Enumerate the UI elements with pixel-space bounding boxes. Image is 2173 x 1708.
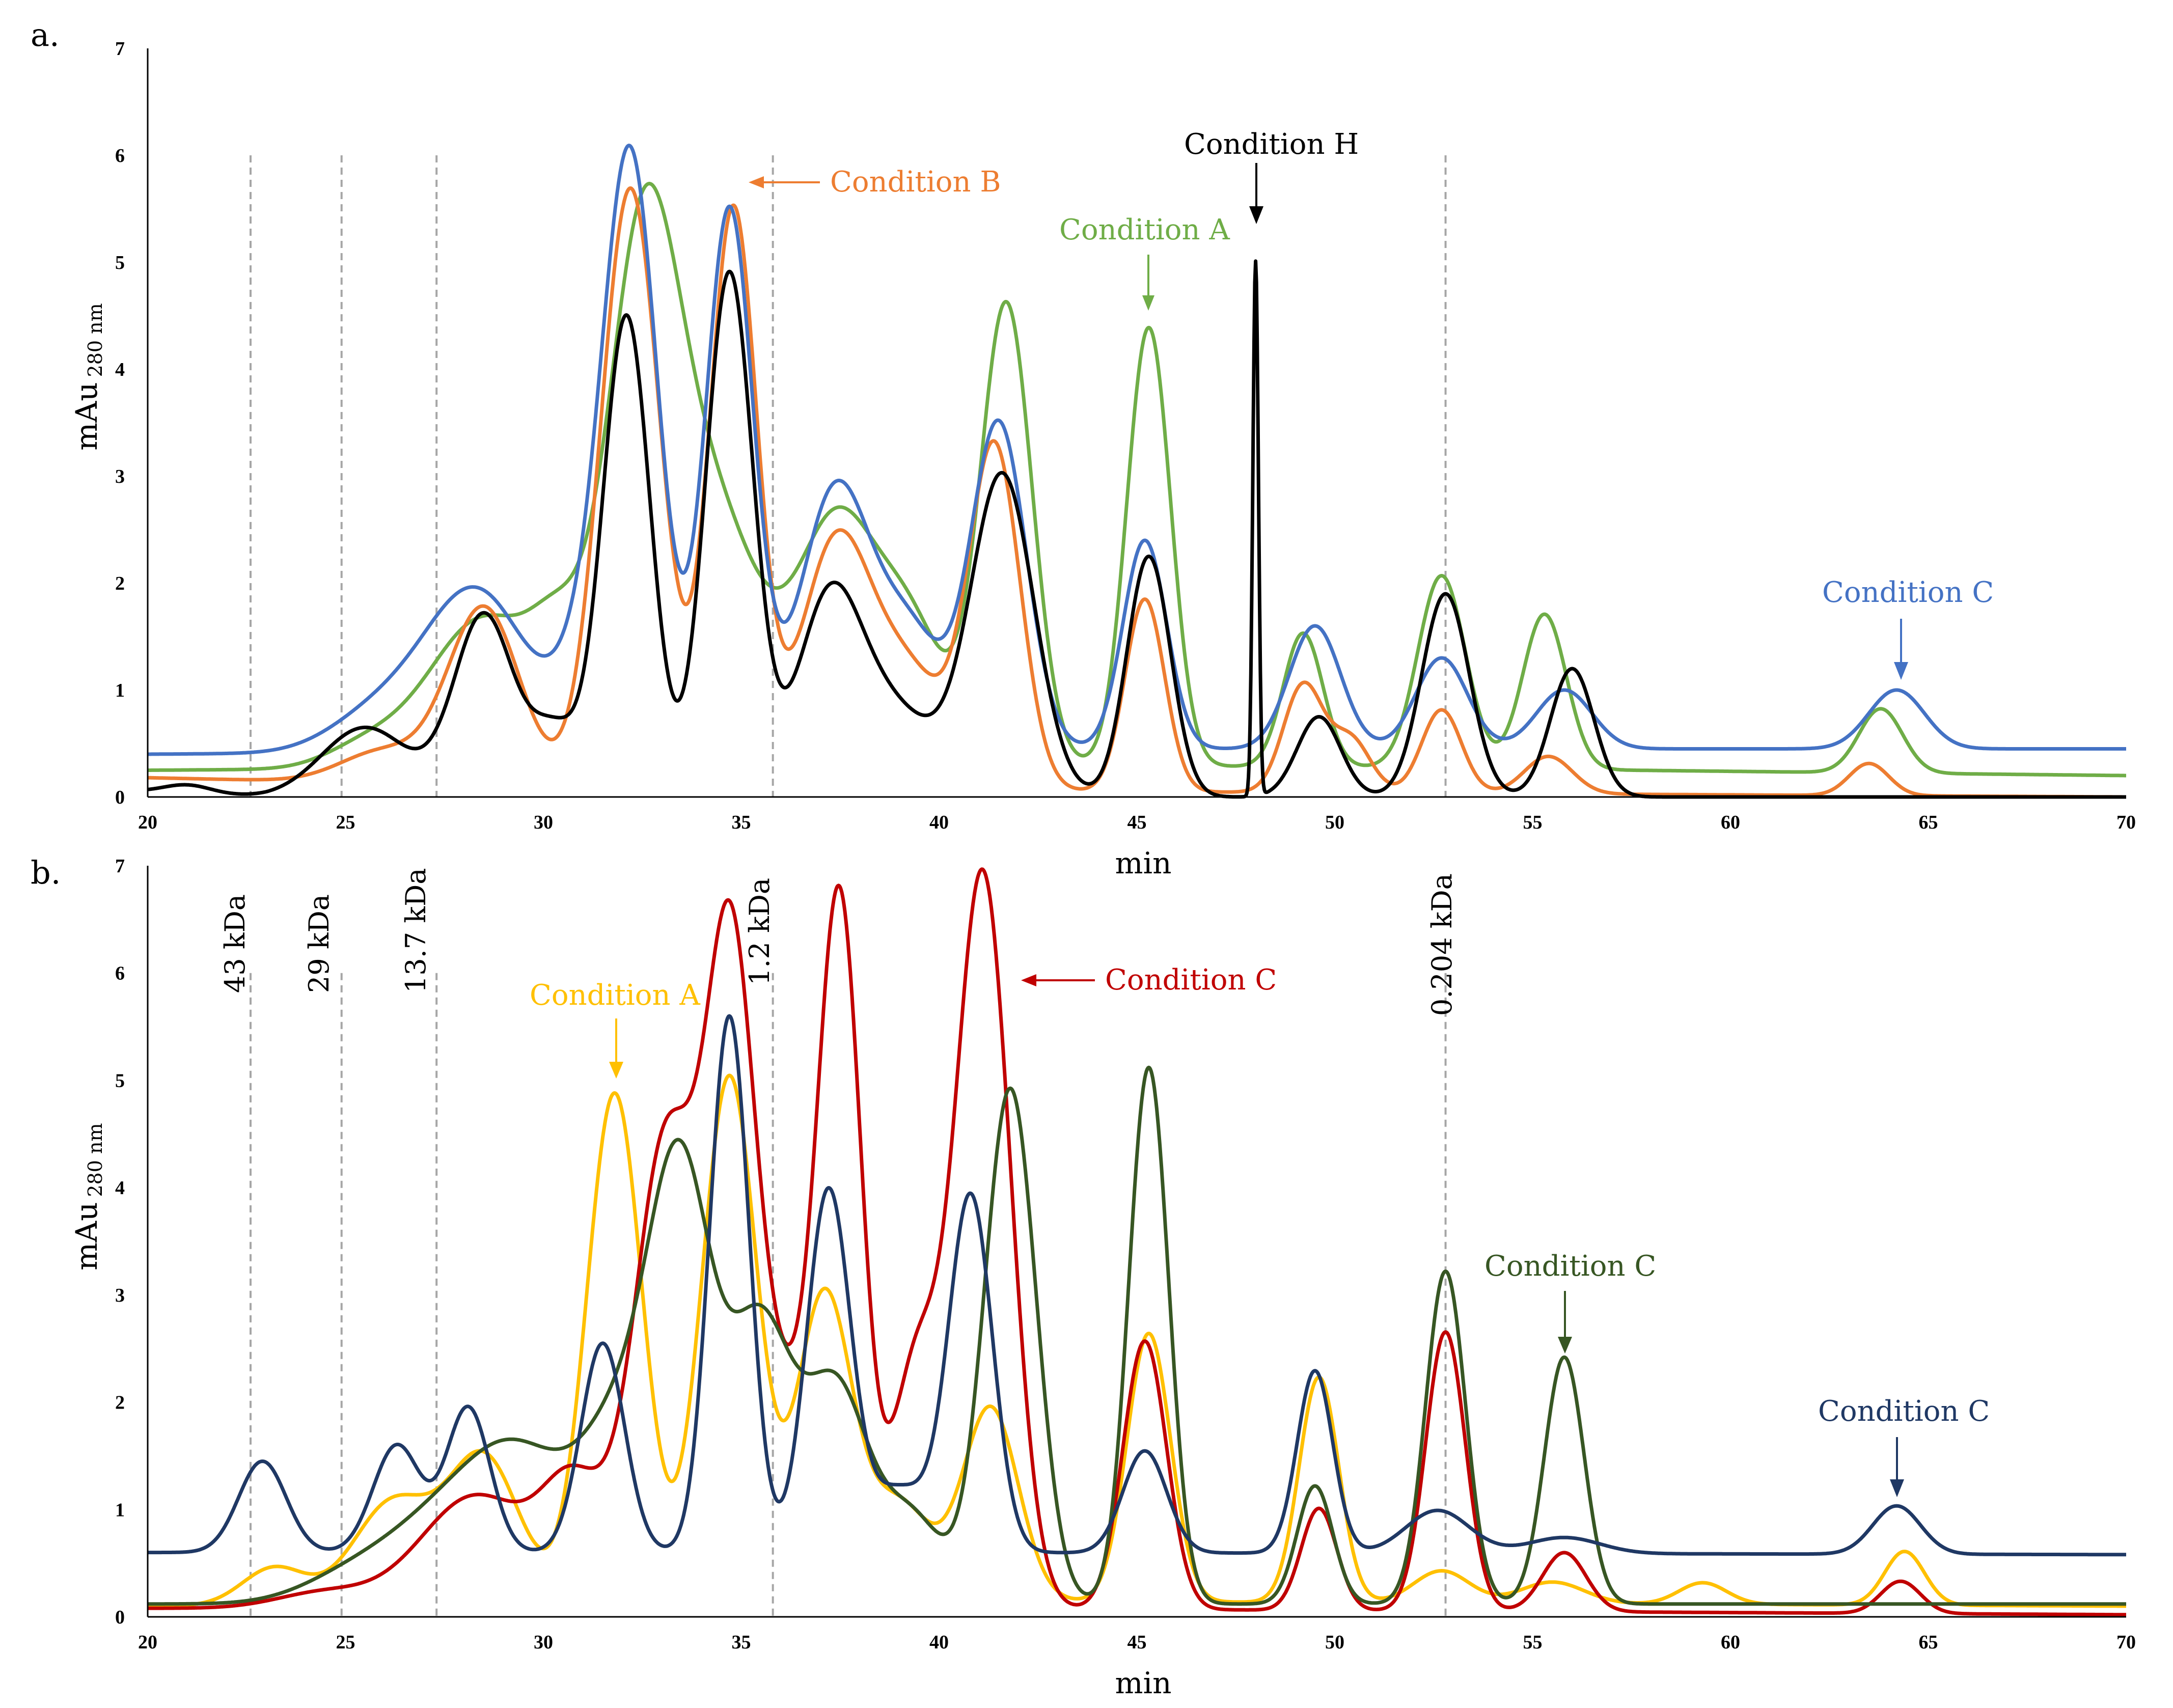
panel-a-x-ticks: 20 25 30 35 40 45 50 55 60 65 70 — [138, 812, 2136, 833]
y-tick-label: 1 — [115, 680, 125, 701]
y-tick-label: 1 — [115, 1499, 125, 1521]
y-tick-label: 6 — [115, 963, 125, 984]
x-tick-label: 25 — [336, 1632, 355, 1653]
annotation-a-condition-a-arrowhead — [1142, 295, 1154, 311]
x-tick-label: 30 — [534, 812, 553, 833]
x-tick-label: 65 — [1919, 812, 1938, 833]
annotation-b-condition-c-red-label: Condition C — [1105, 963, 1277, 997]
x-tick-label: 45 — [1127, 1632, 1147, 1653]
y-tick-label: 3 — [115, 466, 125, 487]
y-tick-label: 5 — [115, 1070, 125, 1091]
y-tick-label: 7 — [115, 856, 125, 877]
standard-label-0-204kda: 0.204 kDa — [1426, 873, 1458, 1016]
annotation-a-condition-a: Condition A — [1059, 213, 1230, 311]
annotation-a-condition-h: Condition H — [1184, 128, 1359, 224]
annotation-b-condition-a-arrowhead — [609, 1062, 623, 1079]
panel-b-y-axis-title: mAu280 nm — [69, 1123, 106, 1270]
panel-a-label: a. — [31, 16, 60, 53]
panel-a-y-axis-title: mAu280 nm — [69, 303, 106, 450]
annotation-b-condition-c-red-arrowhead — [1021, 974, 1036, 986]
y-tick-label: 4 — [115, 1177, 125, 1199]
x-tick-label: 35 — [732, 812, 751, 833]
annotation-b-condition-c-navy-arrowhead — [1890, 1479, 1904, 1497]
annotation-a-condition-h-arrowhead — [1249, 206, 1263, 224]
series-line-2 — [147, 186, 2127, 799]
x-tick-label: 25 — [336, 812, 355, 833]
series-line-2 — [147, 867, 2127, 1617]
series-line-3 — [147, 144, 2127, 756]
panel-b-y-ticks: 0 1 2 3 4 5 6 7 — [115, 856, 125, 1628]
x-tick-label: 20 — [138, 1632, 157, 1653]
standard-label-43kda: 43 kDa — [219, 894, 251, 993]
annotation-a-condition-b-label: Condition B — [830, 166, 1001, 199]
annotation-a-condition-c-arrowhead — [1894, 662, 1908, 680]
annotation-b-condition-c-navy: Condition C — [1818, 1395, 1990, 1497]
x-tick-label: 60 — [1721, 812, 1740, 833]
standard-label-13-7kda: 13.7 kDa — [400, 868, 432, 993]
y-tick-label: 0 — [115, 1607, 125, 1628]
panel-a-reference-lines — [250, 155, 1447, 797]
y-tick-label: 3 — [115, 1285, 125, 1306]
series-line-4 — [147, 259, 2127, 799]
series-line-3 — [147, 1065, 2127, 1606]
annotation-b-condition-a: Condition A — [530, 979, 700, 1079]
standard-label-29kda: 29 kDa — [303, 894, 335, 993]
y-tick-label: 2 — [115, 1392, 125, 1414]
annotation-a-condition-c: Condition C — [1822, 576, 1994, 680]
x-tick-label: 70 — [2116, 1632, 2136, 1653]
annotation-a-condition-h-label: Condition H — [1184, 128, 1359, 161]
panel-b-x-ticks: 20 25 30 35 40 45 50 55 60 65 70 — [138, 1632, 2136, 1653]
panel-a-x-axis-title: min — [1115, 846, 1172, 880]
annotation-b-condition-c-green-label: Condition C — [1484, 1250, 1656, 1283]
annotation-b-condition-c-navy-label: Condition C — [1818, 1395, 1990, 1428]
y-tick-label: 5 — [115, 252, 125, 273]
x-tick-label: 20 — [138, 812, 157, 833]
panel-b-label: b. — [31, 854, 61, 891]
standard-label-1-2kda: 1.2 kDa — [744, 878, 776, 985]
x-tick-label: 45 — [1127, 812, 1147, 833]
annotation-a-condition-c-label: Condition C — [1822, 576, 1994, 609]
x-tick-label: 50 — [1325, 812, 1344, 833]
panel-b-series — [147, 867, 2127, 1617]
x-tick-label: 65 — [1919, 1632, 1938, 1653]
panel-b-axes — [147, 866, 2126, 1618]
series-line-1 — [147, 182, 2127, 778]
y-tick-label: 7 — [115, 38, 125, 60]
annotation-b-condition-c-red: Condition C — [1021, 963, 1277, 997]
y-tick-label: 6 — [115, 145, 125, 167]
x-tick-label: 60 — [1721, 1632, 1740, 1653]
y-tick-label: 4 — [115, 359, 125, 380]
series-line-4 — [147, 1014, 2127, 1557]
y-tick-label: 0 — [115, 787, 125, 808]
y-tick-label: 2 — [115, 573, 125, 594]
x-tick-label: 40 — [929, 1632, 949, 1653]
x-tick-label: 35 — [732, 1632, 751, 1653]
panel-b-x-axis-title: min — [1115, 1666, 1172, 1700]
annotation-b-condition-a-label: Condition A — [530, 979, 700, 1012]
x-tick-label: 55 — [1523, 812, 1543, 833]
annotation-b-condition-c-green: Condition C — [1484, 1250, 1656, 1354]
annotation-a-condition-b: Condition B — [749, 166, 1001, 199]
x-tick-label: 70 — [2116, 812, 2136, 833]
x-tick-label: 50 — [1325, 1632, 1344, 1653]
panel-a-axes — [147, 48, 2126, 798]
panel-a-y-ticks: 0 1 2 3 4 5 6 7 — [115, 38, 125, 808]
annotation-a-condition-a-label: Condition A — [1059, 213, 1230, 246]
annotation-a-condition-b-arrowhead — [749, 176, 764, 188]
annotation-b-condition-c-green-arrowhead — [1558, 1337, 1572, 1354]
x-tick-label: 30 — [534, 1632, 553, 1653]
x-tick-label: 55 — [1523, 1632, 1543, 1653]
x-tick-label: 40 — [929, 812, 949, 833]
